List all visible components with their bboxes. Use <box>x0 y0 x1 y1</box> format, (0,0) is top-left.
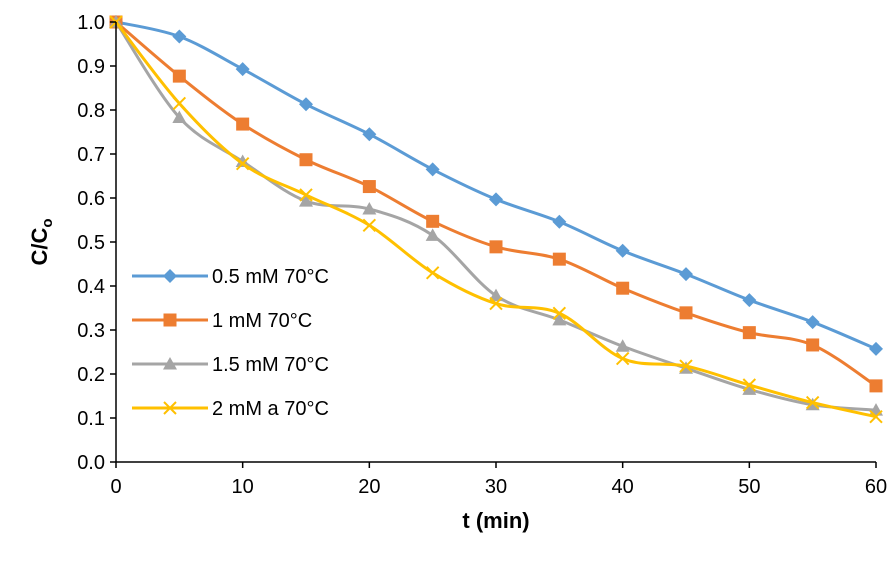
data-point <box>362 127 377 142</box>
data-point <box>362 218 377 232</box>
data-point <box>425 228 440 241</box>
y-tick-label: 0.4 <box>77 276 105 298</box>
data-point <box>806 338 820 352</box>
data-point <box>615 243 630 258</box>
data-point <box>362 180 376 194</box>
y-axis-title: C/Co <box>27 218 56 265</box>
data-point <box>172 110 187 123</box>
x-tick-label: 0 <box>110 476 121 498</box>
data-point <box>742 326 756 340</box>
data-point <box>615 339 630 352</box>
data-point <box>805 315 820 330</box>
y-tick-label: 0.6 <box>77 188 105 210</box>
data-point <box>489 296 503 311</box>
x-tick-label: 20 <box>358 476 380 498</box>
y-tick-label: 0.1 <box>77 408 105 430</box>
data-point <box>172 96 187 111</box>
data-point <box>235 154 250 167</box>
data-point <box>172 29 187 44</box>
data-point <box>362 202 377 215</box>
y-tick-label: 0.2 <box>77 364 105 386</box>
ticks-layer: 0.0 0.1 0.2 0.3 0.4 0.5 0.6 0.7 0.8 0.9 1.0 0 10 20 30… <box>77 12 887 498</box>
series-line <box>114 21 877 412</box>
y-axis-title-subscript: o <box>39 218 56 227</box>
data-point <box>236 117 250 131</box>
data-point <box>426 214 440 228</box>
legend-item: 0.5 mM 70°C <box>132 266 329 288</box>
data-point <box>489 192 503 207</box>
x-tick-label: 60 <box>865 476 887 498</box>
legend-item: 1 mM 70°C <box>132 310 312 332</box>
data-point <box>299 188 313 202</box>
x-tick-label: 40 <box>612 476 634 498</box>
y-tick-label: 0.3 <box>77 320 105 342</box>
legend-item: 2 mM a 70°C <box>132 398 329 420</box>
x-axis-title: t (min) <box>462 508 529 533</box>
data-point <box>552 306 567 320</box>
data-point <box>172 69 186 83</box>
y-tick-label: 0.5 <box>77 232 105 254</box>
data-point <box>489 240 503 254</box>
legend-swatch-marker <box>163 313 177 327</box>
data-point <box>616 281 630 295</box>
data-point <box>615 351 630 366</box>
series-2-mm-a-70-c <box>109 15 883 424</box>
legend-swatch-marker <box>163 357 177 370</box>
data-point <box>679 359 693 373</box>
data-point <box>552 252 566 266</box>
legend-item: 1.5 mM 70°C <box>132 354 329 376</box>
data-point <box>489 288 503 302</box>
legend-label: 1.5 mM 70°C <box>212 354 329 376</box>
series-0-5-mm-70-c <box>109 15 883 356</box>
data-point <box>742 382 757 395</box>
y-tick-label: 0.8 <box>77 100 105 122</box>
data-point <box>552 214 567 229</box>
y-tick-label: 1.0 <box>77 12 105 34</box>
data-point <box>869 409 883 424</box>
data-point <box>869 379 883 393</box>
data-point <box>805 395 820 410</box>
data-point <box>235 156 250 171</box>
x-tick-label: 10 <box>232 476 254 498</box>
data-point <box>425 162 440 177</box>
data-point <box>235 62 250 77</box>
data-point <box>742 378 757 392</box>
data-point <box>742 293 757 308</box>
data-point <box>299 153 313 167</box>
data-point <box>869 341 883 356</box>
x-tick-label: 50 <box>738 476 760 498</box>
legend-label: 1 mM 70°C <box>212 310 312 332</box>
data-point <box>679 306 693 320</box>
data-point <box>552 312 567 326</box>
data-point <box>679 267 693 282</box>
y-tick-label: 0.0 <box>77 452 105 474</box>
legend-swatch-marker <box>163 269 177 283</box>
legend-label: 2 mM a 70°C <box>212 398 329 420</box>
x-tick-label: 30 <box>485 476 507 498</box>
y-tick-label: 0.9 <box>77 56 105 78</box>
data-point <box>299 97 313 112</box>
y-axis-title-main: C/C <box>27 228 52 266</box>
series-layer <box>109 15 883 424</box>
data-point <box>299 194 313 207</box>
legend: 0.5 mM 70°C 1 mM 70°C 1.5 mM 70°C 2 mM a 70… <box>132 266 329 420</box>
legend-label: 0.5 mM 70°C <box>212 266 329 288</box>
legend-swatch-marker <box>163 401 177 415</box>
y-tick-label: 0.7 <box>77 144 105 166</box>
data-point <box>425 266 440 280</box>
